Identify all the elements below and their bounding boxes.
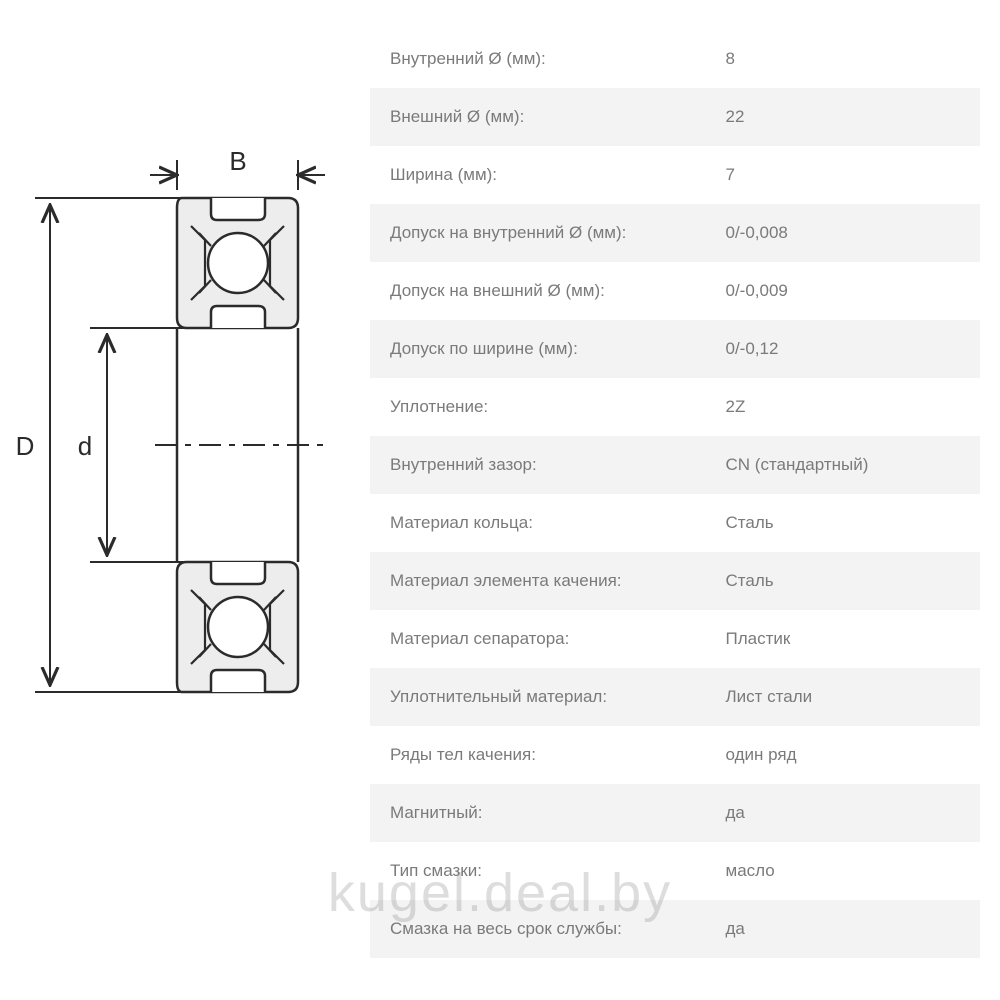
spec-row: Смазка на весь срок службы:да xyxy=(370,900,980,958)
spec-value: 7 xyxy=(706,146,981,204)
label-D: D xyxy=(16,431,35,461)
spec-value: 0/-0,12 xyxy=(706,320,981,378)
spec-row: Тип смазки:масло xyxy=(370,842,980,900)
page-content: B D d xyxy=(0,0,1000,1000)
spec-label: Допуск по ширине (мм): xyxy=(370,320,706,378)
spec-label: Ширина (мм): xyxy=(370,146,706,204)
bearing-lower xyxy=(177,562,298,692)
spec-row: Материал кольца:Сталь xyxy=(370,494,980,552)
spec-row: Допуск на внешний Ø (мм):0/-0,009 xyxy=(370,262,980,320)
spec-row: Материал сепаратора:Пластик xyxy=(370,610,980,668)
bearing-svg: B D d xyxy=(15,130,345,730)
spec-label: Внутренний Ø (мм): xyxy=(370,30,706,88)
bearing-diagram: B D d xyxy=(15,130,345,735)
spec-row: Магнитный:да xyxy=(370,784,980,842)
spec-row: Уплотнение:2Z xyxy=(370,378,980,436)
spec-label: Материал кольца: xyxy=(370,494,706,552)
spec-label: Допуск на внешний Ø (мм): xyxy=(370,262,706,320)
spec-row: Материал элемента качения:Сталь xyxy=(370,552,980,610)
spec-label: Допуск на внутренний Ø (мм): xyxy=(370,204,706,262)
spec-row: Внутренний зазор:CN (стандартный) xyxy=(370,436,980,494)
spec-label: Магнитный: xyxy=(370,784,706,842)
label-B: B xyxy=(229,146,246,176)
spec-value: один ряд xyxy=(706,726,981,784)
spec-label: Материал элемента качения: xyxy=(370,552,706,610)
spec-value: масло xyxy=(706,842,981,900)
spec-value: 22 xyxy=(706,88,981,146)
spec-table: Внутренний Ø (мм):8Внешний Ø (мм):22Шири… xyxy=(370,30,980,958)
spec-row: Допуск по ширине (мм):0/-0,12 xyxy=(370,320,980,378)
spec-label: Материал сепаратора: xyxy=(370,610,706,668)
spec-value: 0/-0,009 xyxy=(706,262,981,320)
spec-label: Уплотнительный материал: xyxy=(370,668,706,726)
spec-value: Пластик xyxy=(706,610,981,668)
diagram-column: B D d xyxy=(0,0,360,1000)
spec-row: Уплотнительный материал:Лист стали xyxy=(370,668,980,726)
spec-table-column: Внутренний Ø (мм):8Внешний Ø (мм):22Шири… xyxy=(360,0,1000,1000)
spec-value: да xyxy=(706,784,981,842)
spec-value: CN (стандартный) xyxy=(706,436,981,494)
spec-row: Внутренний Ø (мм):8 xyxy=(370,30,980,88)
spec-value: 2Z xyxy=(706,378,981,436)
spec-value: 8 xyxy=(706,30,981,88)
spec-row: Допуск на внутренний Ø (мм):0/-0,008 xyxy=(370,204,980,262)
spec-row: Ряды тел качения:один ряд xyxy=(370,726,980,784)
spec-label: Смазка на весь срок службы: xyxy=(370,900,706,958)
spec-label: Внутренний зазор: xyxy=(370,436,706,494)
spec-label: Внешний Ø (мм): xyxy=(370,88,706,146)
spec-label: Уплотнение: xyxy=(370,378,706,436)
spec-value: да xyxy=(706,900,981,958)
spec-row: Ширина (мм):7 xyxy=(370,146,980,204)
spec-row: Внешний Ø (мм):22 xyxy=(370,88,980,146)
spec-label: Тип смазки: xyxy=(370,842,706,900)
spec-value: 0/-0,008 xyxy=(706,204,981,262)
spec-value: Лист стали xyxy=(706,668,981,726)
spec-label: Ряды тел качения: xyxy=(370,726,706,784)
spec-value: Сталь xyxy=(706,494,981,552)
label-d: d xyxy=(78,431,92,461)
spec-value: Сталь xyxy=(706,552,981,610)
bearing-upper xyxy=(177,198,298,328)
